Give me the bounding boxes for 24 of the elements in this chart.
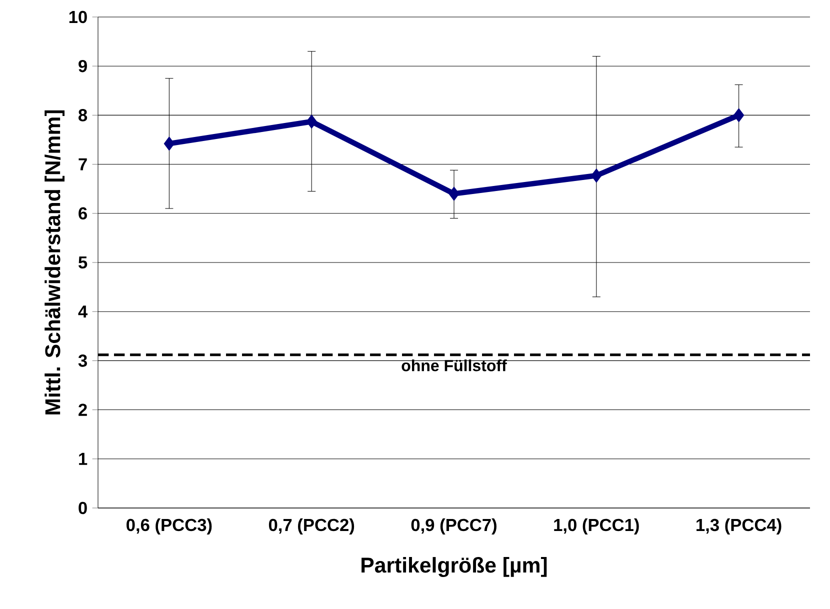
x-tick-label: 1,0 (PCC1): [554, 518, 639, 535]
point: [591, 168, 602, 183]
x-tick-label: 0,7 (PCC2): [268, 518, 354, 535]
y-tick-label: 3: [78, 354, 87, 367]
x-tick-label: 0,6 (PCC3): [126, 518, 212, 535]
point: [733, 108, 744, 122]
y-tick-label: 1: [79, 452, 88, 465]
y-tick-label: 9: [78, 60, 87, 72]
y-axis-title: Mittl. Schälwiderstand [N/mm]: [44, 110, 65, 414]
y-tick-label: 0: [78, 502, 87, 514]
y-tick-label: 8: [78, 109, 88, 122]
y-tick-label: 7: [78, 158, 87, 170]
y-tick-label: 4: [78, 306, 88, 318]
point: [306, 114, 317, 129]
point: [448, 186, 460, 201]
x-axis-title: Partikelgröße [µm]: [362, 557, 547, 578]
y-tick-label: 10: [69, 10, 87, 24]
x-tick-label: 1,3 (PCC4): [696, 518, 782, 535]
y-tick-label: 6: [78, 207, 87, 220]
point: [164, 136, 175, 151]
y-tick-label: 2: [78, 404, 87, 416]
x-tick-label: 0,9 (PCC7): [411, 518, 496, 535]
ref-line-label: ohne Füllstoff: [402, 360, 507, 372]
y-tick-label: 5: [78, 256, 88, 269]
